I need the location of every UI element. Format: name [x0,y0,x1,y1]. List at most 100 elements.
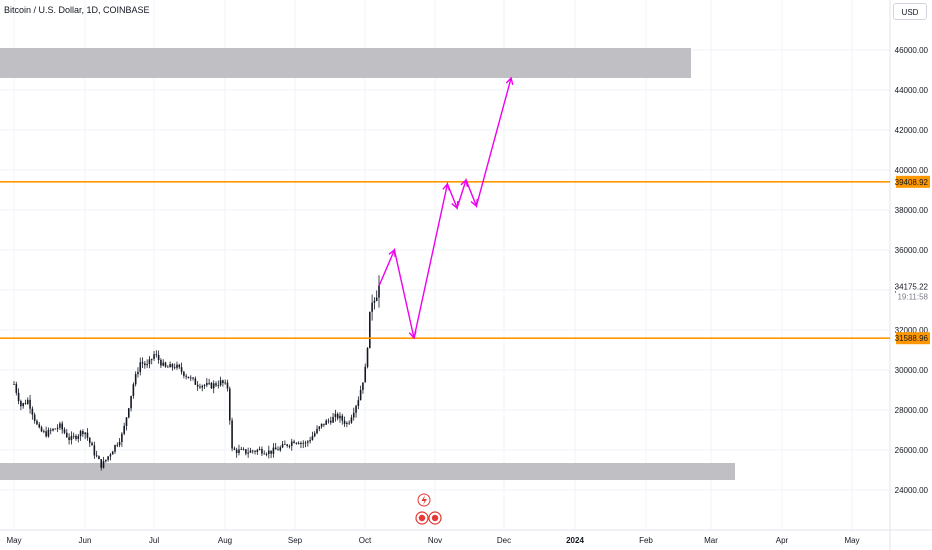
candle-body [224,382,226,384]
time-tick-label: Jun [79,536,92,545]
candle-body [311,436,314,441]
candle-body [180,367,183,372]
candle-body [95,455,98,457]
candle-body [169,364,171,368]
time-tick-label: Feb [639,536,653,545]
candle-body [235,449,238,454]
candle-body [206,382,208,386]
candle-body [22,403,24,407]
time-tick-label: Jul [149,536,159,545]
time-tick-label: Oct [359,536,372,545]
candle-body [263,453,266,455]
candle-body [240,449,243,450]
candle-body [375,297,378,301]
price-tick-label: 32000.00 [895,326,929,335]
candle-body [139,362,142,372]
symbol-title: Bitcoin / U.S. Dollar, 1D, COINBASE [4,5,150,15]
zone-rect[interactable] [0,463,735,480]
zone-rect[interactable] [0,48,691,78]
candle-body [24,403,27,404]
candle-body [332,416,334,423]
candle-body [93,445,96,456]
price-tick-label: 24000.00 [895,486,929,495]
candle-body [192,377,194,379]
candle-body [371,302,373,312]
candle-body [148,359,151,365]
candle-body [15,384,18,393]
candle-body [233,448,236,450]
candle-body [284,444,286,445]
candle-body [20,401,22,407]
price-tick-label: 42000.00 [895,126,929,135]
candle-body [203,385,206,386]
event-markers[interactable] [415,493,442,525]
candle-body [307,441,309,443]
candle-body [242,449,245,450]
candle-body [47,429,50,437]
candle-body [13,384,15,385]
price-tick-label: 30000.00 [895,366,929,375]
candle-body [102,461,105,468]
candle-body [98,456,100,460]
candle-body [52,428,54,431]
flash-glyph [421,495,427,505]
candle-body [160,359,162,366]
candle-body [49,429,52,431]
candle-body [366,348,369,367]
candle-body [334,413,337,417]
projection-path[interactable] [378,77,512,339]
time-tick-label: Apr [776,536,789,545]
candle-body [59,423,61,428]
price-tick-label: 28000.00 [895,406,929,415]
candle-body [141,362,144,364]
candle-body [281,444,284,448]
candle-body [352,412,355,418]
candle-body [72,435,75,437]
candle-body [88,437,91,443]
projection-arrowhead [470,198,478,208]
candle-body [183,371,185,376]
candle-body [327,420,330,422]
price-tick-label: 44000.00 [895,86,929,95]
projection-layer [378,76,514,340]
candle-body [176,364,178,368]
candle-body [123,426,125,434]
candle-body [297,442,300,444]
candle-body [378,285,380,298]
time-tick-label: Mar [704,536,718,545]
candle-body [272,447,275,454]
candle-body [369,311,371,349]
candle-body [61,423,64,430]
time-axis[interactable]: May Jun Jul Aug Sep Oct Nov Dec 2024 Feb Mar Apr May [6,536,859,545]
candle-body [43,431,45,433]
time-tick-label: Dec [497,536,511,545]
last-price-badge [896,279,930,302]
candle-body [125,417,128,427]
price-tick-label: 36000.00 [895,246,929,255]
candle-body [343,420,346,424]
event-flag-dot [431,514,439,522]
candle-body [40,427,43,432]
price-axis[interactable]: 24000.00 26000.00 28000.00 30000.00 32000.00… [895,46,929,495]
projection-arrowhead [388,248,396,258]
time-tick-label: May [6,536,21,545]
candle-body [82,431,84,435]
candle-body [348,422,350,424]
projection-arrowhead [460,178,469,188]
candle-body [70,436,73,441]
candle-body [171,364,174,368]
candle-body [249,450,252,453]
candle-body [77,436,80,439]
time-tick-label: 2024 [566,536,584,545]
candle-body [279,447,282,451]
candle-body [219,380,222,386]
currency-button[interactable]: USD [893,3,927,20]
candle-body [109,454,112,457]
candle-body [329,420,332,423]
candle-body [300,442,302,444]
candle-body [91,442,93,446]
candle-body [247,452,249,454]
price-badge-label: 31588.96 [895,334,929,343]
candle-body [105,459,107,462]
